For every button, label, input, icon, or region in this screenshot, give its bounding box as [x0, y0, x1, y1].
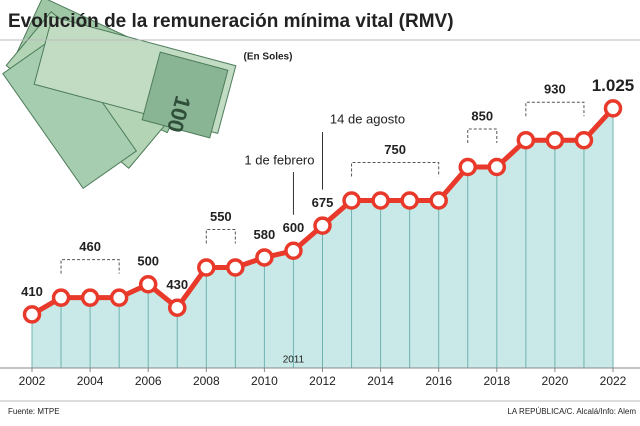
x-tick-label: 2016	[425, 374, 452, 388]
point	[22, 305, 42, 324]
banknotes-illustration: 100	[2, 0, 237, 189]
value-label: 675	[312, 195, 334, 210]
point	[51, 288, 71, 307]
x-tick-label: 2002	[19, 374, 46, 388]
point	[603, 99, 623, 118]
annotation: 1 de febrero	[244, 152, 314, 167]
point	[255, 248, 274, 267]
point	[371, 191, 390, 210]
annotation: 14 de agosto	[330, 111, 405, 126]
point	[429, 191, 448, 210]
point	[574, 130, 594, 150]
value-label: 410	[21, 284, 43, 299]
chart-subtitle: (En Soles)	[244, 52, 293, 63]
value-label: 500	[137, 254, 159, 269]
x-tick-label: 2022	[600, 374, 627, 388]
value-label: 930	[544, 82, 566, 97]
value-label: 430	[166, 277, 188, 292]
group-bracket	[60, 259, 120, 274]
point	[284, 241, 303, 260]
group-bracket	[525, 101, 585, 117]
x-tick-label: 2012	[309, 374, 336, 388]
point	[313, 216, 332, 235]
point	[226, 258, 245, 277]
point	[197, 258, 216, 277]
point	[458, 157, 477, 177]
value-label: 580	[254, 227, 276, 242]
value-label: 850	[471, 108, 493, 123]
chart-title: Evolución de la remuneración mínima vita…	[8, 11, 454, 32]
group-bracket	[205, 229, 236, 244]
value-label: 1.025	[592, 76, 635, 95]
point	[138, 275, 158, 294]
point	[109, 288, 129, 307]
x-tick-label: 2014	[367, 374, 394, 388]
point	[342, 191, 361, 210]
point	[545, 130, 565, 150]
value-label: 750	[384, 142, 406, 157]
value-label: 600	[283, 220, 305, 235]
point	[516, 130, 536, 150]
credit: LA REPÚBLICA/C. Alcalá/Info: Alem	[507, 407, 636, 416]
point	[168, 298, 187, 317]
value-label: 460	[79, 239, 101, 254]
point	[80, 288, 100, 307]
x-tick-label: 2004	[77, 374, 104, 388]
point	[400, 191, 419, 210]
group-bracket	[467, 128, 498, 143]
group-bracket	[351, 162, 440, 177]
annotation: 2011	[283, 355, 305, 366]
plot: 410 460 500 430 550 580 600 675 750 850 930 1.025 20…	[0, 76, 640, 388]
x-tick-label: 2018	[483, 374, 510, 388]
x-tick-label: 2020	[542, 374, 569, 388]
x-tick-label: 2010	[251, 374, 278, 388]
x-tick-label: 2006	[135, 374, 162, 388]
value-label: 550	[210, 209, 232, 224]
source: Fuente: MTPE	[8, 407, 60, 416]
x-tick-label: 2008	[193, 374, 220, 388]
point	[487, 157, 507, 177]
